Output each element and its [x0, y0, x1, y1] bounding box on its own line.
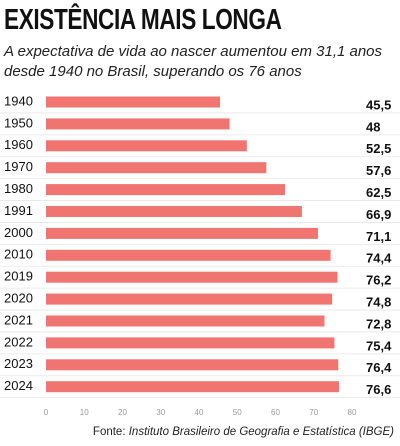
bar	[46, 162, 267, 174]
bar	[46, 359, 339, 371]
value-label: 66,9	[366, 207, 391, 222]
bar	[46, 337, 335, 349]
y-tick-label: 1950	[4, 115, 33, 130]
bar	[46, 249, 331, 261]
y-tick-label: 2000	[4, 225, 33, 240]
value-label: 75,4	[366, 338, 392, 353]
y-tick-label: 2019	[4, 269, 33, 284]
bar	[46, 184, 286, 196]
value-label: 76,4	[366, 360, 392, 375]
value-label: 74,4	[366, 251, 392, 266]
bar	[46, 293, 333, 305]
y-tick-label: 1960	[4, 137, 33, 152]
bar	[46, 381, 339, 393]
value-label: 57,6	[366, 163, 391, 178]
value-label: 62,5	[366, 185, 391, 200]
bar	[46, 227, 318, 239]
value-label: 45,5	[366, 97, 391, 112]
chart-title: EXISTÊNCIA MAIS LONGA	[4, 4, 282, 36]
bar	[46, 96, 221, 108]
x-tick-label: 80	[348, 408, 357, 417]
x-tick-label: 0	[44, 408, 49, 417]
x-tick-label: 70	[309, 408, 318, 417]
y-tick-label: 2021	[4, 312, 33, 327]
x-tick-label: 30	[156, 408, 165, 417]
y-tick-label: 1940	[4, 93, 33, 108]
y-tick-label: 1991	[4, 203, 33, 218]
y-tick-label: 2024	[4, 378, 33, 393]
bar	[46, 140, 247, 152]
bar	[46, 118, 230, 130]
x-tick-label: 60	[271, 408, 280, 417]
value-label: 72,8	[366, 316, 391, 331]
y-tick-label: 1970	[4, 159, 33, 174]
x-tick-label: 50	[233, 408, 242, 417]
value-label: 76,2	[366, 273, 391, 288]
bar	[46, 206, 302, 217]
y-tick-label: 2020	[4, 291, 33, 306]
chart-subtitle: A expectativa de vida ao nascer aumentou…	[4, 43, 383, 80]
value-label: 52,5	[366, 141, 391, 156]
x-tick-label: 10	[80, 408, 89, 417]
y-tick-label: 1980	[4, 181, 33, 196]
value-label: 76,6	[366, 382, 391, 397]
value-label: 74,8	[366, 295, 391, 310]
bar	[46, 271, 338, 283]
value-label: 48	[366, 119, 380, 134]
x-tick-label: 40	[195, 408, 204, 417]
y-tick-label: 2022	[4, 334, 33, 349]
y-tick-label: 2023	[4, 356, 33, 371]
x-tick-label: 20	[118, 408, 127, 417]
source-text: Instituto Brasileiro de Geografia e Esta…	[128, 426, 394, 438]
source: Fonte: Instituto Brasileiro de Geografia…	[93, 426, 394, 438]
value-label: 71,1	[366, 229, 391, 244]
bar	[46, 315, 325, 327]
source-label: Fonte:	[92, 426, 126, 438]
y-tick-label: 2010	[4, 247, 33, 262]
